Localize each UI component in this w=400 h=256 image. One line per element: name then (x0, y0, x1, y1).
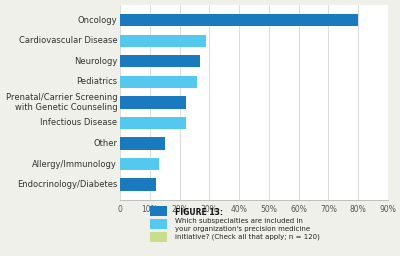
Bar (120, 14, 358, 26)
FancyBboxPatch shape (150, 219, 168, 229)
Text: FIGURE 13:: FIGURE 13: (175, 208, 223, 217)
Text: Which subspecialties are included in
your organization's precision medicine
init: Which subspecialties are included in you… (175, 219, 320, 240)
Bar (120, 35, 206, 47)
Bar (120, 137, 165, 150)
Bar (120, 76, 198, 88)
FancyBboxPatch shape (150, 206, 168, 216)
Bar (120, 55, 200, 67)
Bar (120, 178, 156, 191)
Bar (120, 158, 159, 170)
Bar (120, 117, 186, 129)
Bar (120, 96, 186, 109)
FancyBboxPatch shape (150, 232, 168, 242)
